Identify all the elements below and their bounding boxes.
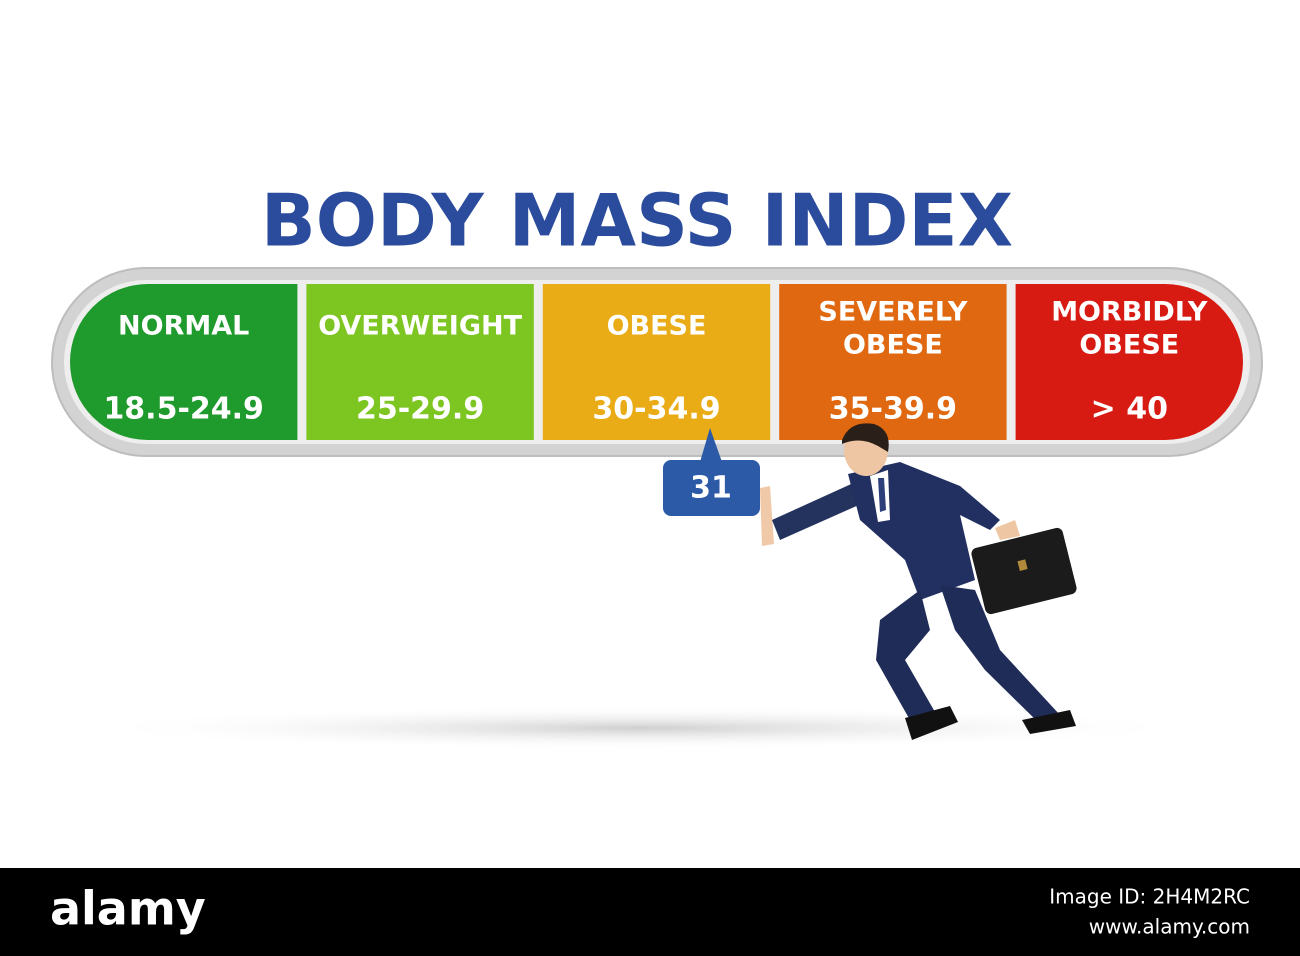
segment-range: 25-29.9 <box>356 392 484 427</box>
segment-range: > 40 <box>1091 392 1168 427</box>
segment-label: NORMAL <box>118 311 249 342</box>
footer-logo: alamy <box>50 882 206 936</box>
footer-url: www.alamy.com <box>1089 915 1250 939</box>
segment <box>779 284 1007 440</box>
pointer-box <box>663 460 760 516</box>
segment-range: 35-39.9 <box>829 392 957 427</box>
segment-range: 30-34.9 <box>592 392 720 427</box>
title: BODY MASS INDEX <box>261 179 1013 263</box>
segment <box>542 284 771 440</box>
segment <box>306 284 534 440</box>
segment-label: OBESE <box>843 330 943 361</box>
pointer-value: 31 <box>690 471 732 506</box>
segment-labels: NORMAL 18.5-24.9 OVERWEIGHT 25-29.9 OBESE 30-… <box>103 297 1207 427</box>
segment-label: OBESE <box>1079 330 1179 361</box>
segment-label: SEVERELY <box>818 297 967 328</box>
segment <box>1015 284 1243 440</box>
segment-label: OVERWEIGHT <box>318 311 522 342</box>
segments <box>70 284 1243 440</box>
image-id: Image ID: 2H4M2RC <box>1049 885 1250 909</box>
footer-bar <box>0 868 1300 956</box>
segment-label: OBESE <box>607 311 707 342</box>
segment-label: MORBIDLY <box>1051 297 1208 328</box>
segment-range: 18.5-24.9 <box>103 392 264 427</box>
segment <box>70 284 298 440</box>
businessman <box>760 423 1077 740</box>
pointer-tip <box>700 428 722 462</box>
